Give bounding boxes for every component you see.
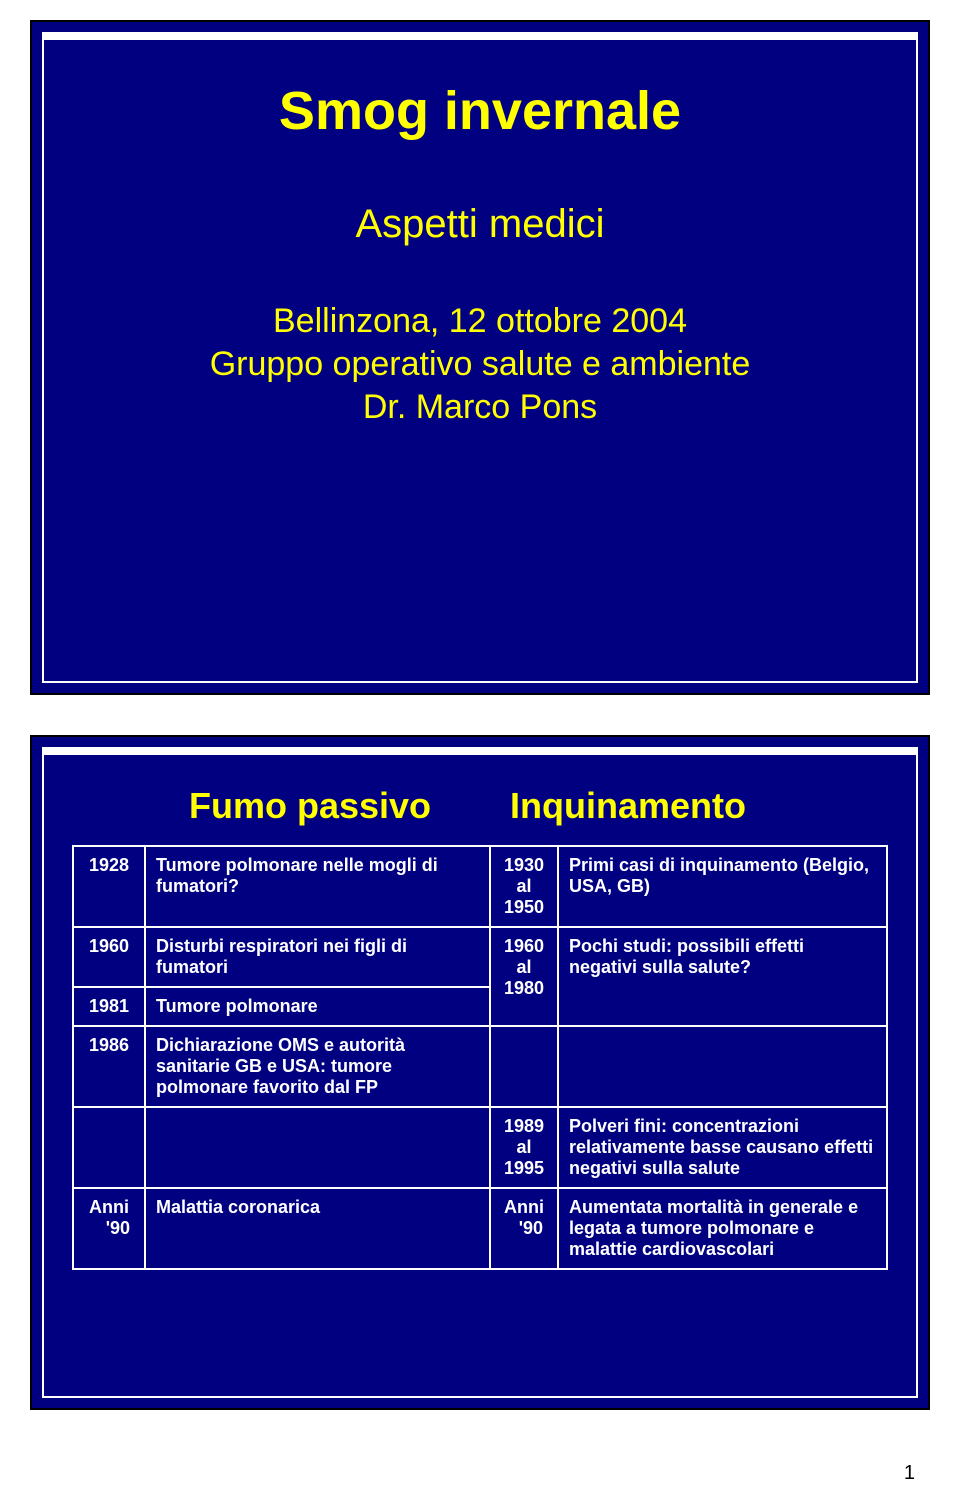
cell-year-left: 1981 [73,987,145,1026]
cell-year-left-empty [73,1107,145,1188]
cell-desc-right: Primi casi di inquinamento (Belgio, USA,… [558,846,887,927]
slide-2-headers: Fumo passivo Inquinamento [44,755,916,845]
year-range-al: al [501,957,547,978]
year-range-end: 1950 [501,897,547,918]
slide-1-subtitle: Aspetti medici [44,202,916,247]
year-range-start: 1930 [501,855,547,876]
table-row: 1960 Disturbi respiratori nei figli di f… [73,927,887,987]
cell-desc-left: Tumore polmonare [145,987,490,1026]
year-label-90: '90 [84,1218,134,1239]
cell-year-right: 1989 al 1995 [490,1107,558,1188]
cell-desc-left-empty [145,1107,490,1188]
table-row: 1986 Dichiarazione OMS e autorità sanita… [73,1026,887,1107]
cell-desc-left: Disturbi respiratori nei figli di fumato… [145,927,490,987]
cell-desc-left: Tumore polmonare nelle mogli di fumatori… [145,846,490,927]
year-label-anni: Anni [84,1197,134,1218]
cell-desc-right: Pochi studi: possibili effetti negativi … [558,927,887,1026]
cell-year-right-empty [490,1026,558,1107]
cell-desc-right: Aumentata mortalità in generale e legata… [558,1188,887,1269]
cell-desc-left: Dichiarazione OMS e autorità sanitarie G… [145,1026,490,1107]
header-inquinamento: Inquinamento [480,785,876,827]
slide-1-frame: Smog invernale Aspetti medici Bellinzona… [42,32,918,683]
year-range-start: 1989 [501,1116,547,1137]
table-row: 1928 Tumore polmonare nelle mogli di fum… [73,846,887,927]
slide-1-author: Dr. Marco Pons [44,388,916,427]
cell-year-right: Anni '90 [490,1188,558,1269]
cell-year-right: 1960 al 1980 [490,927,558,1026]
slide-2-frame: Fumo passivo Inquinamento 1928 Tumore po… [42,747,918,1398]
cell-desc-right: Polveri fini: concentrazioni relativamen… [558,1107,887,1188]
cell-year-left: 1960 [73,927,145,987]
year-label-90: '90 [501,1218,547,1239]
page-number: 1 [904,1462,915,1485]
year-range-start: 1960 [501,936,547,957]
year-label-anni: Anni [501,1197,547,1218]
year-range-end: 1995 [501,1158,547,1179]
cell-desc-left: Malattia coronarica [145,1188,490,1269]
cell-year-left: 1928 [73,846,145,927]
cell-year-right: 1930 al 1950 [490,846,558,927]
year-range-end: 1980 [501,978,547,999]
year-range-al: al [501,876,547,897]
table-row: Anni '90 Malattia coronarica Anni '90 Au… [73,1188,887,1269]
cell-year-left: Anni '90 [73,1188,145,1269]
slide-1: Smog invernale Aspetti medici Bellinzona… [30,20,930,695]
cell-desc-right-empty [558,1026,887,1107]
cell-year-left: 1986 [73,1026,145,1107]
comparison-table-wrap: 1928 Tumore polmonare nelle mogli di fum… [44,845,916,1270]
comparison-table: 1928 Tumore polmonare nelle mogli di fum… [72,845,888,1270]
slide-2: Fumo passivo Inquinamento 1928 Tumore po… [30,735,930,1410]
page-container: Smog invernale Aspetti medici Bellinzona… [0,0,960,1500]
slide-1-group: Gruppo operativo salute e ambiente [44,345,916,384]
header-fumo-passivo: Fumo passivo [84,785,480,827]
slide-1-title: Smog invernale [44,80,916,142]
year-range-al: al [501,1137,547,1158]
slide-1-location-date: Bellinzona, 12 ottobre 2004 [44,302,916,341]
table-row: 1989 al 1995 Polveri fini: concentrazion… [73,1107,887,1188]
